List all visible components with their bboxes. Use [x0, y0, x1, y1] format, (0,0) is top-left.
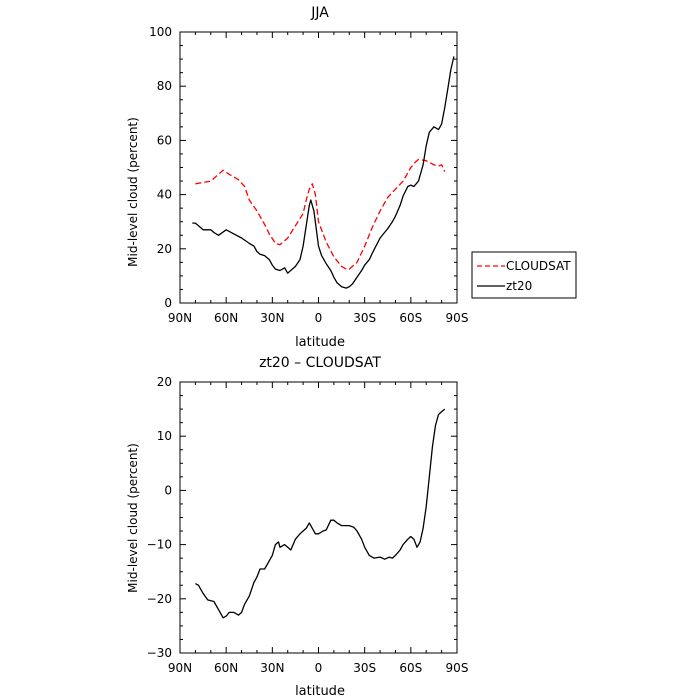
- bottom-chart-ylabel: Mid-level cloud (percent): [126, 443, 140, 593]
- x-tick-label: 30N: [260, 311, 284, 325]
- y-tick-label: −30: [147, 646, 172, 660]
- y-tick-label: 80: [157, 79, 172, 93]
- series-line-0-1: [192, 56, 455, 289]
- plot-frame-1: [179, 381, 458, 654]
- y-tick-label: 0: [164, 483, 172, 497]
- y-tick-label: 40: [157, 188, 172, 202]
- y-tick-label: 20: [157, 242, 172, 256]
- bottom-chart-panel: zt20 – CLOUDSAT latitude Mid-level cloud…: [126, 355, 468, 699]
- x-tick-label: 60N: [214, 311, 238, 325]
- top-chart-xlabel: latitude: [295, 335, 345, 350]
- y-tick-label: 60: [157, 133, 172, 147]
- bottom-chart-xlabel: latitude: [295, 684, 345, 699]
- series-line-1-0: [195, 408, 446, 619]
- y-tick-label: 10: [157, 429, 172, 443]
- y-tick-label: −20: [147, 592, 172, 606]
- bottom-chart-title: zt20 – CLOUDSAT: [259, 355, 381, 371]
- legend: CLOUDSAT zt20: [471, 251, 577, 299]
- top-chart-ylabel: Mid-level cloud (percent): [126, 117, 140, 267]
- x-tick-label: 60N: [214, 661, 238, 675]
- x-tick-label: 30S: [353, 311, 376, 325]
- x-tick-label: 0: [315, 311, 323, 325]
- y-tick-label: 100: [149, 25, 172, 39]
- x-tick-label: 90S: [446, 661, 469, 675]
- y-tick-label: 20: [157, 375, 172, 389]
- x-tick-label: 90S: [446, 311, 469, 325]
- x-tick-label: 60S: [399, 311, 422, 325]
- x-tick-label: 90N: [168, 311, 192, 325]
- top-chart-panel: JJA latitude Mid-level cloud (percent) 9…: [126, 5, 468, 350]
- y-tick-label: 0: [164, 296, 172, 310]
- x-tick-label: 30N: [260, 661, 284, 675]
- y-tick-label: −10: [147, 538, 172, 552]
- top-chart-title: JJA: [310, 5, 329, 21]
- series-line-0-0: [195, 158, 446, 270]
- x-tick-label: 0: [315, 661, 323, 675]
- x-tick-label: 90N: [168, 661, 192, 675]
- legend-box: [471, 251, 577, 299]
- plot-frame-0: [179, 31, 458, 304]
- legend-label-cloudsat: CLOUDSAT: [506, 259, 571, 273]
- x-tick-label: 30S: [353, 661, 376, 675]
- x-tick-label: 60S: [399, 661, 422, 675]
- legend-label-zt20: zt20: [506, 279, 532, 293]
